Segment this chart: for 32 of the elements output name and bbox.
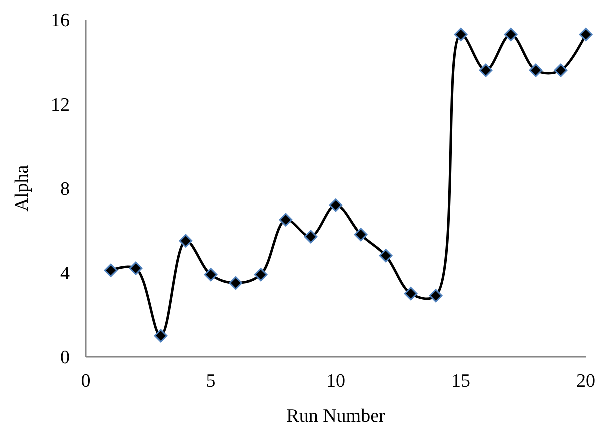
- y-tick-label: 0: [60, 348, 70, 369]
- x-tick-label: 20: [576, 371, 596, 392]
- point: [479, 64, 493, 78]
- point: [229, 276, 243, 290]
- y-tick-label: 8: [60, 179, 70, 200]
- point: [504, 28, 518, 42]
- y-tick-label: 4: [60, 263, 70, 284]
- point: [254, 268, 268, 282]
- point: [279, 213, 293, 227]
- point: [379, 249, 393, 263]
- point: [329, 198, 343, 212]
- point: [129, 262, 143, 276]
- point: [529, 64, 543, 78]
- point: [154, 329, 168, 343]
- point: [454, 28, 468, 42]
- y-tick-label: 12: [51, 94, 70, 116]
- point: [104, 264, 118, 278]
- x-tick-label: 5: [206, 371, 216, 392]
- point: [429, 289, 443, 303]
- point: [204, 268, 218, 282]
- x-tick-label: 0: [81, 371, 91, 392]
- point: [404, 287, 418, 301]
- y-axis-title: Alpha: [12, 164, 33, 212]
- x-axis-title: Run Number: [286, 406, 386, 427]
- point: [304, 230, 318, 244]
- x-tick-label: 10: [326, 371, 346, 392]
- x-tick-label: 15: [452, 371, 470, 392]
- point: [554, 64, 568, 78]
- point: [579, 28, 593, 42]
- point: [179, 234, 193, 248]
- y-tick-label: 16: [51, 10, 70, 32]
- point: [354, 228, 368, 242]
